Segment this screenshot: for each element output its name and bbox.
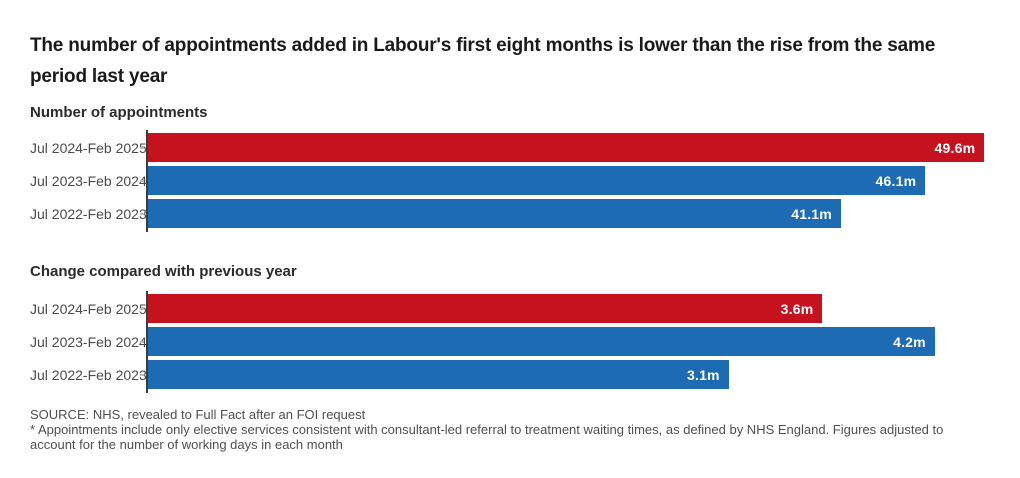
row-label: Jul 2022-Feb 2023 <box>30 366 147 383</box>
bar-value-label: 4.2m <box>893 333 926 350</box>
page-title: The number of appointments added in Labo… <box>30 30 991 92</box>
bar: 41.1m <box>148 199 841 228</box>
source-note: SOURCE: NHS, revealed to Full Fact after… <box>30 407 366 422</box>
bar-value-label: 3.1m <box>687 366 720 383</box>
bar: 4.2m <box>148 327 935 356</box>
tick-zone <box>138 146 148 149</box>
footer: SOURCE: NHS, revealed to Full Fact after… <box>30 407 991 452</box>
bar-track: 4.2m <box>148 327 991 356</box>
row-label: Jul 2023-Feb 2024 <box>30 333 147 350</box>
bar-row: Jul 2023-Feb 2024 4.2m <box>30 327 991 356</box>
y-axis-line <box>146 291 148 393</box>
bar-track: 41.1m <box>148 199 991 228</box>
tick-zone <box>138 340 148 343</box>
row-label: Jul 2022-Feb 2023 <box>30 205 147 222</box>
page-title-line-1: The number of appointments added in Labo… <box>30 35 936 56</box>
bar-chart-change: Jul 2024-Feb 2025 3.6m Jul 2023-Feb 2024 4.… <box>30 291 991 393</box>
row-label: Jul 2023-Feb 2024 <box>30 172 147 189</box>
bar-track: 46.1m <box>148 166 991 195</box>
axis-tick-mark <box>140 146 144 149</box>
bar-chart-appointments: Jul 2024-Feb 2025 49.6m Jul 2023-Feb 2024 4… <box>30 130 991 232</box>
bar-track: 49.6m <box>148 133 991 162</box>
bar-value-label: 3.6m <box>780 300 814 317</box>
axis-tick-mark <box>140 212 144 215</box>
bar-value-label: 41.1m <box>791 205 832 222</box>
axis-tick-mark <box>140 340 144 343</box>
axis-tick-mark <box>140 373 144 376</box>
footnote: * Appointments include only elective ser… <box>30 422 944 452</box>
bar-track: 3.6m <box>148 294 991 323</box>
tick-zone <box>138 212 148 215</box>
y-axis-line <box>146 130 148 232</box>
axis-tick-mark <box>140 307 144 310</box>
chart-2-title: Change compared with previous year <box>30 263 297 280</box>
bar: 3.6m <box>148 294 823 323</box>
bar-row: Jul 2024-Feb 2025 3.6m <box>30 294 991 323</box>
tick-zone <box>138 179 148 182</box>
page-title-line-2: period last year <box>30 66 168 87</box>
bar: 3.1m <box>148 360 729 389</box>
bar: 46.1m <box>148 166 926 195</box>
tick-zone <box>138 373 148 376</box>
bar-row: Jul 2024-Feb 2025 49.6m <box>30 133 991 162</box>
bar-value-label: 46.1m <box>875 172 917 189</box>
bar-row: Jul 2022-Feb 2023 3.1m <box>30 360 991 389</box>
bar-row: Jul 2022-Feb 2023 41.1m <box>30 199 991 228</box>
row-label: Jul 2024-Feb 2025 <box>30 300 147 317</box>
tick-zone <box>138 307 148 310</box>
chart-1-title: Number of appointments <box>30 104 208 121</box>
bar: 49.6m <box>148 133 985 162</box>
axis-tick-mark <box>140 179 144 182</box>
bar-track: 3.1m <box>148 360 991 389</box>
bar-row: Jul 2023-Feb 2024 46.1m <box>30 166 991 195</box>
row-label: Jul 2024-Feb 2025 <box>30 139 147 156</box>
bar-value-label: 49.6m <box>934 139 976 156</box>
